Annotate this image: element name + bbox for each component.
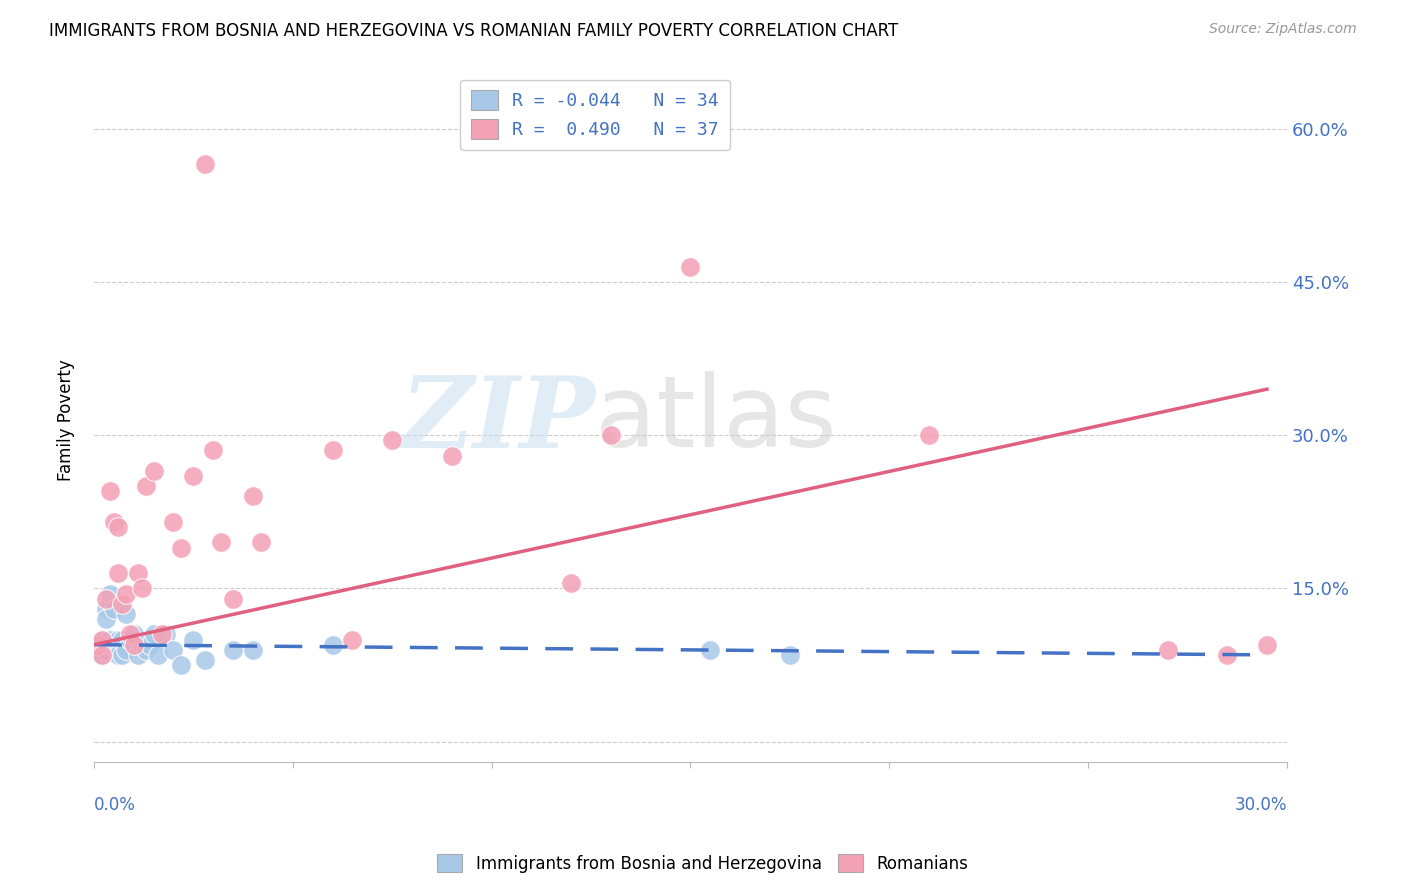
Point [111, 648, 134, 662]
Text: atlas: atlas [595, 371, 837, 468]
Point [170, 658, 193, 673]
Point [114, 607, 136, 621]
Point [90, 632, 112, 647]
Point [142, 464, 165, 478]
Point [779, 648, 801, 662]
Point [679, 260, 702, 274]
Point [194, 157, 217, 171]
Point [242, 642, 264, 657]
Point [103, 602, 125, 616]
Legend: Immigrants from Bosnia and Herzegovina, Romanians: Immigrants from Bosnia and Herzegovina, … [430, 847, 976, 880]
Point [87, 642, 110, 657]
Point [150, 627, 173, 641]
Point [94, 612, 117, 626]
Text: IMMIGRANTS FROM BOSNIA AND HERZEGOVINA VS ROMANIAN FAMILY POVERTY CORRELATION CH: IMMIGRANTS FROM BOSNIA AND HERZEGOVINA V… [49, 22, 898, 40]
Point [183, 632, 205, 647]
Point [146, 648, 169, 662]
Point [107, 566, 129, 581]
Point [142, 627, 165, 641]
Point [107, 632, 129, 647]
Point [98, 586, 121, 600]
Point [918, 428, 941, 442]
Text: 0.0%: 0.0% [94, 797, 136, 814]
Text: ZIP: ZIP [399, 372, 595, 468]
Point [98, 632, 121, 647]
Point [202, 443, 225, 458]
Point [131, 638, 153, 652]
Point [250, 535, 273, 549]
Point [98, 484, 121, 499]
Point [699, 642, 721, 657]
Point [1156, 642, 1178, 657]
Point [599, 428, 621, 442]
Point [114, 642, 136, 657]
Point [1216, 648, 1239, 662]
Point [111, 597, 134, 611]
Point [107, 648, 129, 662]
Point [209, 535, 232, 549]
Point [222, 591, 245, 606]
Point [87, 638, 110, 652]
Point [162, 642, 184, 657]
Point [103, 515, 125, 529]
Point [90, 648, 112, 662]
Point [194, 653, 217, 667]
Point [381, 434, 404, 448]
Point [242, 490, 264, 504]
Point [127, 566, 149, 581]
Point [118, 632, 141, 647]
Point [118, 627, 141, 641]
Point [170, 541, 193, 555]
Point [560, 576, 582, 591]
Point [440, 449, 463, 463]
Point [122, 627, 145, 641]
Point [90, 632, 112, 647]
Point [94, 602, 117, 616]
Point [107, 520, 129, 534]
Point [183, 469, 205, 483]
Point [155, 627, 177, 641]
Point [127, 648, 149, 662]
Point [103, 638, 125, 652]
Point [135, 642, 157, 657]
Point [131, 582, 153, 596]
Y-axis label: Family Poverty: Family Poverty [58, 359, 75, 481]
Text: Source: ZipAtlas.com: Source: ZipAtlas.com [1209, 22, 1357, 37]
Point [321, 638, 343, 652]
Point [114, 586, 136, 600]
Point [94, 591, 117, 606]
Point [90, 648, 112, 662]
Point [342, 632, 364, 647]
Point [138, 638, 160, 652]
Legend: R = -0.044   N = 34, R =  0.490   N = 37: R = -0.044 N = 34, R = 0.490 N = 37 [460, 79, 730, 150]
Point [94, 642, 117, 657]
Point [1256, 638, 1278, 652]
Point [162, 515, 184, 529]
Point [111, 632, 134, 647]
Point [135, 479, 157, 493]
Point [122, 638, 145, 652]
Text: 30.0%: 30.0% [1234, 797, 1286, 814]
Point [222, 642, 245, 657]
Point [321, 443, 343, 458]
